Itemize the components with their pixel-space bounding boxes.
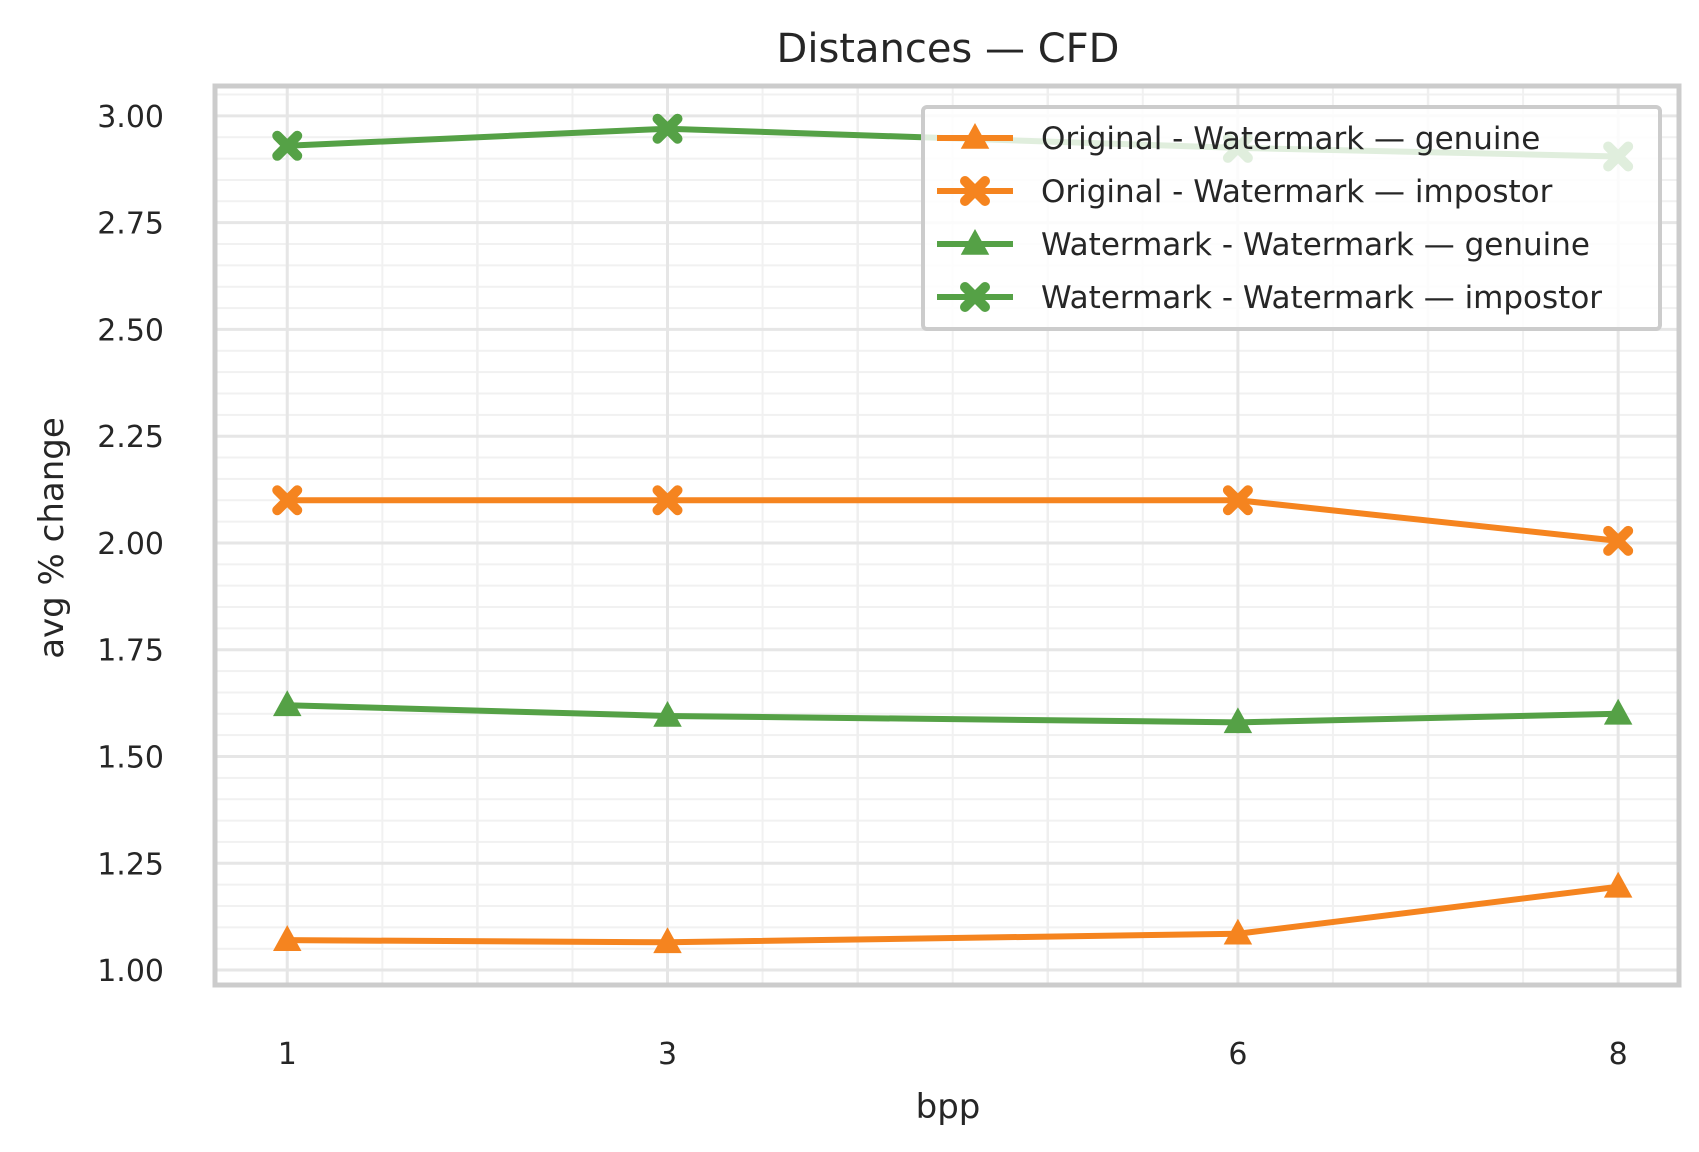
y-tick-label: 1.75 (97, 634, 164, 669)
legend-items: Original - Watermark — genuine Original -… (937, 121, 1602, 316)
y-axis-label: avg % change (32, 417, 72, 659)
legend-label: Watermark - Watermark — impostor (1041, 280, 1602, 316)
legend-marker (960, 229, 990, 255)
x-axis-label: bpp (916, 1087, 981, 1127)
data-point (1603, 698, 1633, 725)
series-line (287, 702, 1619, 726)
legend-item: Watermark - Watermark — impostor (937, 280, 1602, 316)
legend-marker (960, 176, 990, 206)
data-point (272, 925, 302, 951)
y-tick-label: 2.50 (97, 313, 164, 348)
legend-label: Watermark - Watermark — genuine (1041, 227, 1590, 263)
series-line (287, 497, 1619, 544)
y-tick-label: 2.25 (97, 420, 164, 455)
data-point (272, 130, 303, 161)
series-0 (272, 871, 1633, 954)
legend-box (921, 105, 1662, 331)
y-tick-label: 3.00 (97, 100, 164, 135)
legend-item: Original - Watermark — genuine (937, 121, 1540, 157)
legend-label: Original - Watermark — impostor (1041, 174, 1553, 210)
x-tick-label: 3 (658, 1037, 677, 1072)
data-point (653, 927, 682, 954)
y-tick-label: 1.50 (97, 741, 164, 776)
y-tick-label: 1.00 (97, 954, 164, 989)
data-point (272, 690, 302, 717)
legend-item: Watermark - Watermark — genuine (937, 227, 1590, 263)
data-point (1603, 525, 1634, 556)
legend: Original - Watermark — genuine Original -… (921, 105, 1662, 331)
legend-marker (960, 123, 990, 149)
x-tick-label: 8 (1609, 1037, 1628, 1072)
y-tick-label: 2.75 (97, 207, 164, 242)
x-tick-label: 6 (1228, 1037, 1247, 1072)
data-point (652, 113, 683, 144)
data-point (1603, 871, 1633, 898)
series-line (287, 883, 1619, 946)
data-point (1223, 918, 1253, 945)
y-axis-ticks: 1.00 1.25 1.50 1.75 2.00 2.25 2.50 2.75 3.00 (97, 100, 164, 989)
y-tick-label: 1.25 (97, 847, 164, 882)
series-1 (272, 485, 1634, 556)
data-point (1223, 707, 1253, 734)
y-tick-label: 2.00 (97, 527, 164, 562)
x-tick-label: 1 (278, 1037, 297, 1072)
series-2 (272, 690, 1633, 734)
legend-label: Original - Watermark — genuine (1041, 121, 1540, 157)
data-point (1222, 485, 1253, 516)
plot-frame (212, 83, 1682, 988)
data-point (272, 485, 303, 516)
x-axis-ticks: 1 3 6 8 (278, 1037, 1628, 1072)
chart-title: Distances — CFD (777, 26, 1120, 72)
data-point (653, 700, 682, 727)
legend-item: Original - Watermark — impostor (937, 174, 1553, 210)
legend-marker (960, 282, 990, 312)
data-point (652, 485, 683, 516)
